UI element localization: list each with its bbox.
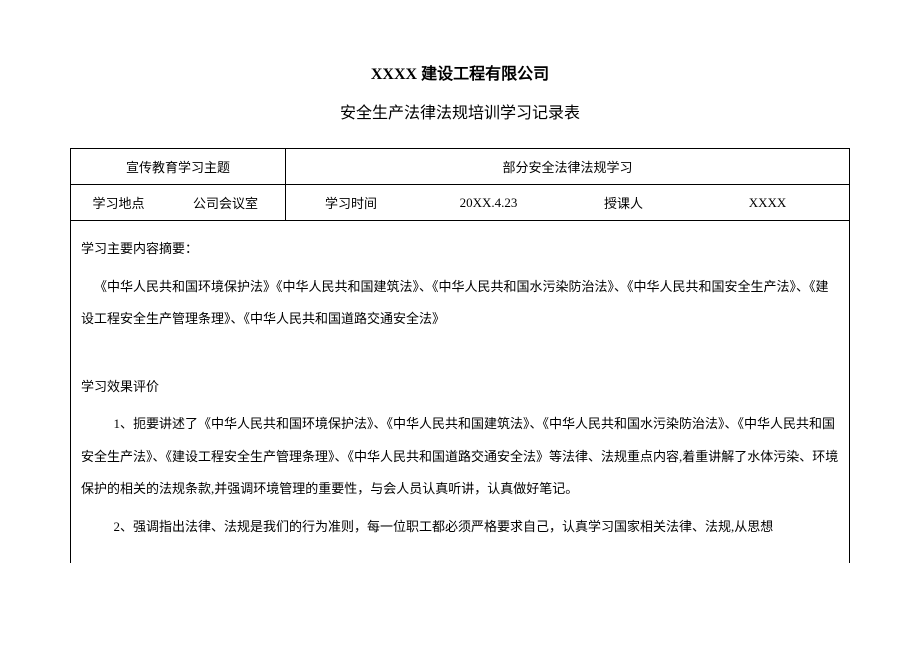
time-value: 20XX.4.23 [416,187,561,219]
lecturer-value: XXXX [686,187,849,219]
summary-heading: 学习主要内容摘要： [81,233,839,266]
summary-body: 《中华人民共和国环境保护法》《中华人民共和国建筑法》、《中华人民共和国水污染防治… [81,271,839,336]
evaluation-item-2: 2、强调指出法律、法规是我们的行为准则，每一位职工都必须严格要求自己，认真学习国… [81,511,839,544]
theme-value: 部分安全法律法规学习 [286,149,849,184]
evaluation-heading: 学习效果评价 [81,371,839,404]
content-section: 学习主要内容摘要： 《中华人民共和国环境保护法》《中华人民共和国建筑法》、《中华… [70,221,850,563]
location-label: 学习地点 [71,185,166,220]
company-title: XXXX 建设工程有限公司 [70,60,850,84]
info-row: 学习地点 公司会议室 学习时间 20XX.4.23 授课人 XXXX [71,185,849,221]
document-title: 安全生产法律法规培训学习记录表 [70,99,850,123]
theme-row: 宣传教育学习主题 部分安全法律法规学习 [71,149,849,185]
time-label: 学习时间 [286,185,416,220]
location-value: 公司会议室 [166,185,286,220]
lecturer-label: 授课人 [561,185,686,220]
record-table: 宣传教育学习主题 部分安全法律法规学习 学习地点 公司会议室 学习时间 20XX… [70,148,850,221]
evaluation-item-1: 1、扼要讲述了《中华人民共和国环境保护法》、《中华人民共和国建筑法》、《中华人民… [81,408,839,506]
theme-label: 宣传教育学习主题 [71,149,286,184]
title-section: XXXX 建设工程有限公司 安全生产法律法规培训学习记录表 [70,60,850,123]
